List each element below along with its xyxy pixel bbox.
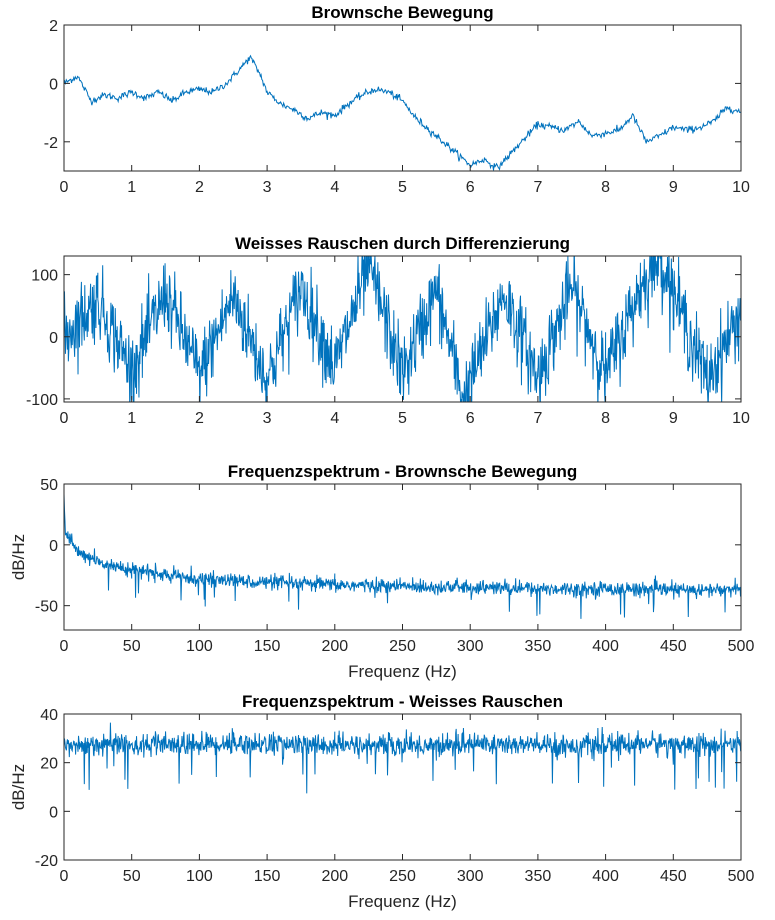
axes-title: Frequenzspektrum - Brownsche Bewegung bbox=[228, 462, 578, 481]
x-tick-label: 3 bbox=[263, 179, 272, 196]
y-axis-label: dB/Hz bbox=[9, 534, 28, 580]
x-tick-label: 0 bbox=[60, 638, 69, 655]
axes-frame bbox=[63, 713, 742, 861]
x-tick-label: 2 bbox=[195, 179, 204, 196]
x-tick-label: 9 bbox=[669, 410, 678, 427]
axes-title: Brownsche Bewegung bbox=[311, 3, 493, 22]
x-tick-label: 350 bbox=[525, 868, 552, 885]
x-tick-label: 200 bbox=[321, 638, 348, 655]
x-tick-label: 500 bbox=[728, 868, 755, 885]
x-tick-label: 100 bbox=[186, 868, 213, 885]
axes-2 bbox=[63, 255, 742, 403]
x-tick-label: 0 bbox=[60, 410, 69, 427]
x-axis-label: Frequenz (Hz) bbox=[348, 662, 457, 681]
x-tick-label: 0 bbox=[60, 179, 69, 196]
x-tick-label: 9 bbox=[669, 179, 678, 196]
x-tick-label: 50 bbox=[123, 638, 141, 655]
x-tick-label: 50 bbox=[123, 868, 141, 885]
x-tick-label: 5 bbox=[398, 179, 407, 196]
x-tick-label: 5 bbox=[398, 410, 407, 427]
x-tick-label: 1 bbox=[127, 410, 136, 427]
x-tick-label: 4 bbox=[330, 179, 339, 196]
axes-title: Frequenzspektrum - Weisses Rauschen bbox=[242, 692, 563, 711]
y-tick-label: -100 bbox=[26, 392, 58, 409]
x-tick-label: 10 bbox=[732, 179, 750, 196]
series-line-4-1 bbox=[64, 722, 741, 794]
x-tick-label: 0 bbox=[60, 868, 69, 885]
x-tick-label: 150 bbox=[254, 868, 281, 885]
y-tick-label: 100 bbox=[31, 268, 58, 285]
x-tick-label: 450 bbox=[660, 638, 687, 655]
x-tick-label: 450 bbox=[660, 868, 687, 885]
x-tick-label: 350 bbox=[525, 638, 552, 655]
axes-frame bbox=[63, 24, 742, 172]
x-tick-label: 2 bbox=[195, 410, 204, 427]
x-tick-label: 1 bbox=[127, 179, 136, 196]
y-tick-label: 0 bbox=[49, 804, 58, 821]
y-axis-label: dB/Hz bbox=[9, 764, 28, 810]
x-tick-label: 400 bbox=[592, 638, 619, 655]
series-line-3-1 bbox=[64, 493, 741, 619]
x-tick-label: 7 bbox=[533, 410, 542, 427]
y-tick-label: -50 bbox=[35, 599, 58, 616]
axes-frame bbox=[63, 483, 742, 631]
y-tick-label: 0 bbox=[49, 538, 58, 555]
x-tick-label: 200 bbox=[321, 868, 348, 885]
x-tick-label: 300 bbox=[457, 638, 484, 655]
x-tick-label: 6 bbox=[466, 410, 475, 427]
axes-4 bbox=[63, 713, 742, 861]
y-tick-label: 0 bbox=[49, 330, 58, 347]
y-tick-label: -20 bbox=[35, 853, 58, 870]
x-tick-label: 150 bbox=[254, 638, 281, 655]
y-tick-label: 20 bbox=[40, 756, 58, 773]
series-line-2-1 bbox=[64, 256, 741, 402]
x-tick-label: 250 bbox=[389, 868, 416, 885]
x-tick-label: 8 bbox=[601, 179, 610, 196]
x-tick-label: 8 bbox=[601, 410, 610, 427]
axes-1 bbox=[63, 24, 742, 172]
x-tick-label: 3 bbox=[263, 410, 272, 427]
x-tick-label: 500 bbox=[728, 638, 755, 655]
x-tick-label: 10 bbox=[732, 410, 750, 427]
x-tick-label: 400 bbox=[592, 868, 619, 885]
x-axis-label: Frequenz (Hz) bbox=[348, 892, 457, 911]
y-tick-label: 40 bbox=[40, 707, 58, 724]
x-tick-label: 6 bbox=[466, 179, 475, 196]
axes-title: Weisses Rauschen durch Differenzierung bbox=[235, 234, 570, 253]
y-tick-label: -2 bbox=[44, 135, 58, 152]
x-tick-label: 300 bbox=[457, 868, 484, 885]
x-tick-label: 4 bbox=[330, 410, 339, 427]
y-tick-label: 50 bbox=[40, 477, 58, 494]
y-tick-label: 0 bbox=[49, 76, 58, 93]
series-line-1-1 bbox=[64, 54, 741, 171]
x-tick-label: 250 bbox=[389, 638, 416, 655]
axes-3 bbox=[63, 483, 742, 631]
x-tick-label: 100 bbox=[186, 638, 213, 655]
x-tick-label: 7 bbox=[533, 179, 542, 196]
y-tick-label: 2 bbox=[49, 18, 58, 35]
